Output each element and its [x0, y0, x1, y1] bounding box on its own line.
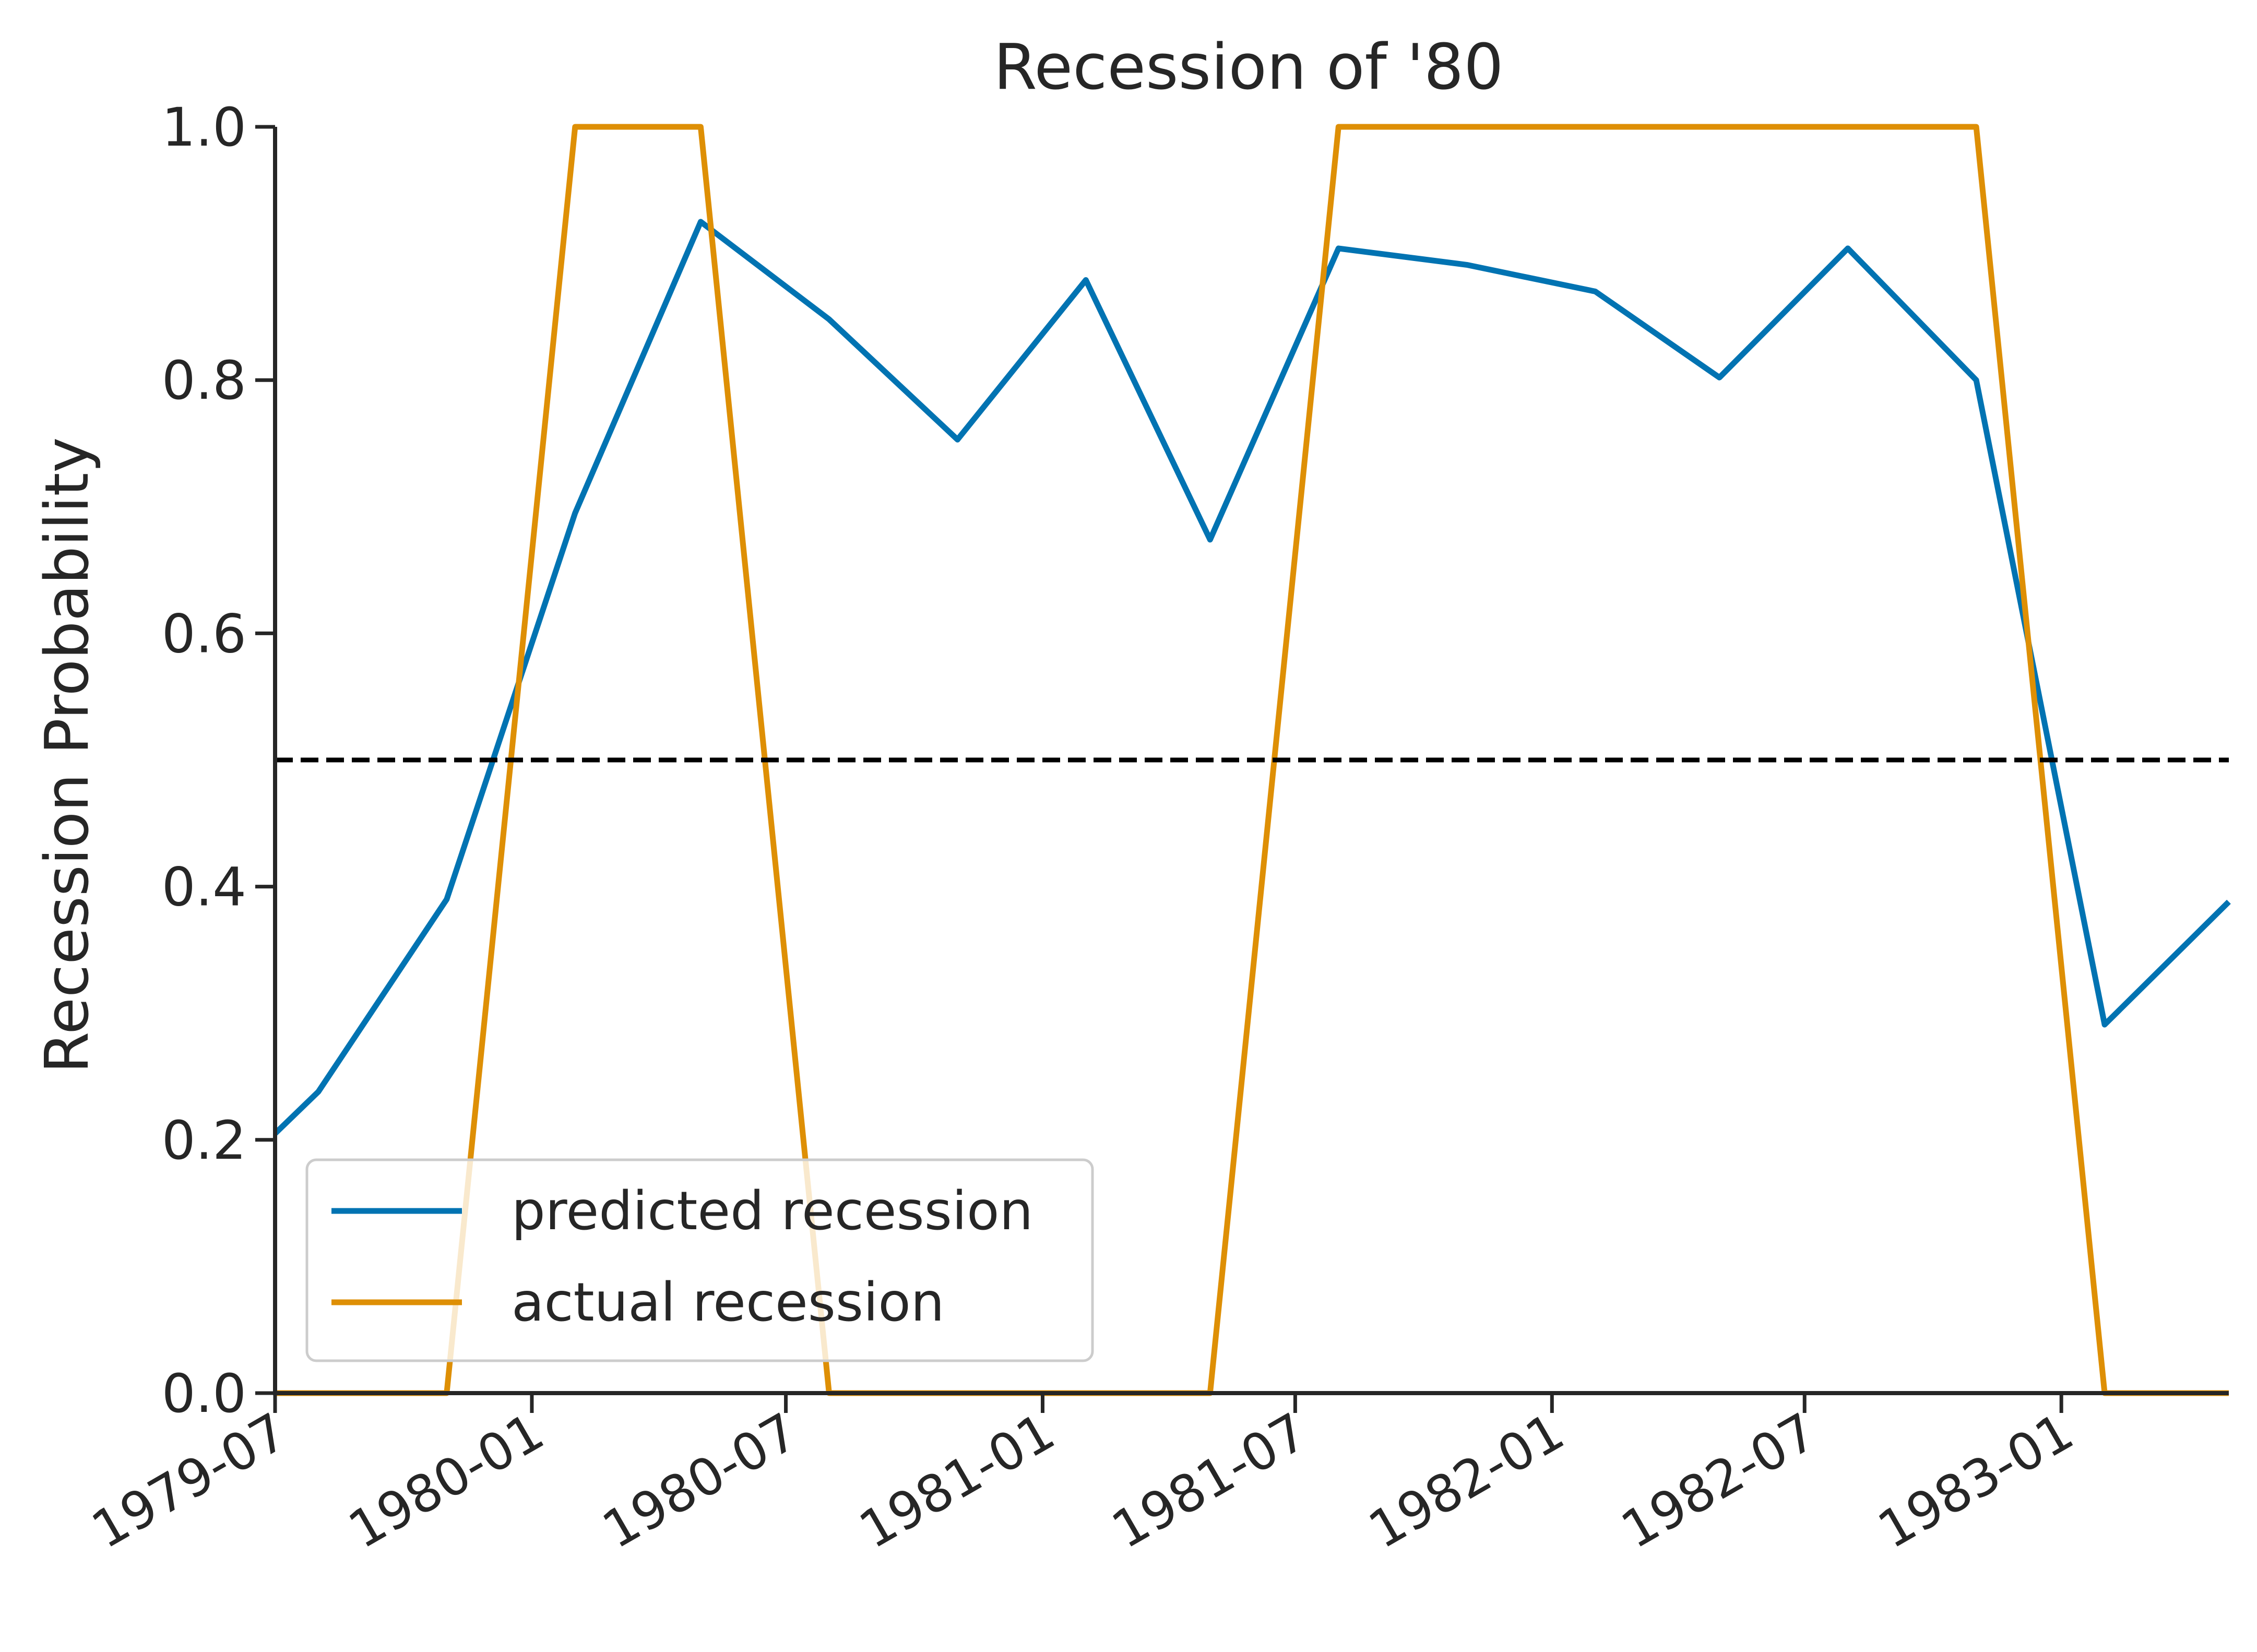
y-tick-label: 0.8: [162, 350, 246, 412]
y-tick-label: 0.0: [162, 1363, 246, 1425]
y-tick-label: 0.2: [162, 1110, 246, 1172]
series-line-1: [273, 219, 2231, 1136]
legend: predicted recession actual recession: [305, 1158, 1094, 1362]
legend-label-1: predicted recession: [512, 1180, 1033, 1242]
legend-label-2: actual recession: [512, 1271, 944, 1334]
y-tick-label: 0.4: [162, 857, 246, 919]
y-tick-label: 0.6: [162, 603, 246, 665]
chart-title: Recession of '80: [993, 31, 1503, 104]
legend-box: [305, 1158, 1094, 1362]
y-tick-label: 1.0: [162, 97, 246, 159]
y-axis-label: Recession Probability: [32, 437, 102, 1074]
